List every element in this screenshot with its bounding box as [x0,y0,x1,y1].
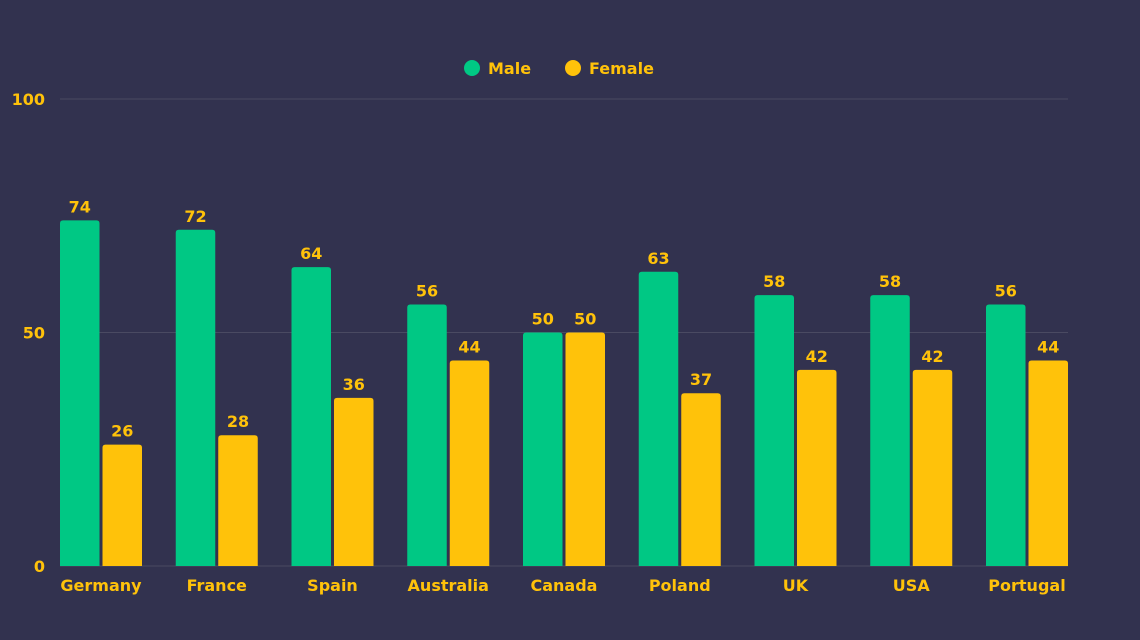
bar-female-portugal [1028,360,1068,566]
data-label-male-france: 72 [184,207,206,226]
x-tick-label-spain: Spain [307,576,358,595]
bar-male-germany [60,220,100,567]
bar-female-germany [102,444,142,566]
data-label-female-usa: 42 [921,347,943,366]
data-label-male-germany: 74 [69,197,91,216]
data-label-male-spain: 64 [300,244,322,263]
x-tick-label-france: France [187,576,247,595]
legend-label-male: Male [488,59,531,78]
bar-female-uk [797,369,837,566]
data-label-male-poland: 63 [647,249,669,268]
y-tick-label: 0 [34,557,45,576]
bar-female-usa [912,369,953,566]
data-label-female-australia: 44 [458,338,480,357]
data-label-female-portugal: 44 [1037,338,1059,357]
bar-male-portugal [986,304,1026,566]
x-tick-label-australia: Australia [408,576,489,595]
x-tick-label-poland: Poland [649,576,711,595]
bar-male-australia [407,304,447,566]
y-tick-label: 100 [12,90,45,109]
data-label-male-portugal: 56 [995,281,1017,300]
legend-swatch-male [464,60,480,76]
bar-female-canada [565,332,605,566]
data-label-female-canada: 50 [574,310,596,329]
legend-swatch-female [565,60,581,76]
data-label-male-canada: 50 [532,310,554,329]
data-labels: 74 26 72 28 64 36 56 44 50 50 63 37 58 42 58 42 56 44 [69,197,1060,440]
data-label-male-usa: 58 [879,272,901,291]
legend-label-female: Female [589,59,654,78]
bar-male-poland [638,271,679,566]
bar-female-australia [449,360,490,566]
y-tick-label: 50 [23,324,45,343]
bar-female-poland [681,393,721,566]
x-tick-label-germany: Germany [60,576,142,595]
bar-male-uk [754,295,794,566]
bar-male-spain [291,267,331,566]
legend: Male Female [464,59,654,78]
x-tick-label-portugal: Portugal [988,576,1065,595]
data-label-female-spain: 36 [343,375,365,394]
data-label-male-australia: 56 [416,281,438,300]
x-tick-label-uk: UK [783,576,809,595]
bars [60,220,1068,567]
data-label-female-germany: 26 [111,422,133,441]
data-label-female-poland: 37 [690,370,712,389]
x-axis-ticks: Germany France Spain Australia Canada Poland U… [60,576,1065,595]
x-tick-label-canada: Canada [531,576,598,595]
data-label-female-uk: 42 [806,347,828,366]
data-label-female-france: 28 [227,412,249,431]
y-axis-ticks: 0 50 100 [12,90,45,576]
bar-female-spain [334,397,374,566]
bar-male-canada [523,332,563,566]
bar-female-france [218,435,258,566]
data-label-male-uk: 58 [763,272,785,291]
bar-male-usa [870,295,910,566]
bar-male-france [175,229,216,566]
x-tick-label-usa: USA [893,576,931,595]
